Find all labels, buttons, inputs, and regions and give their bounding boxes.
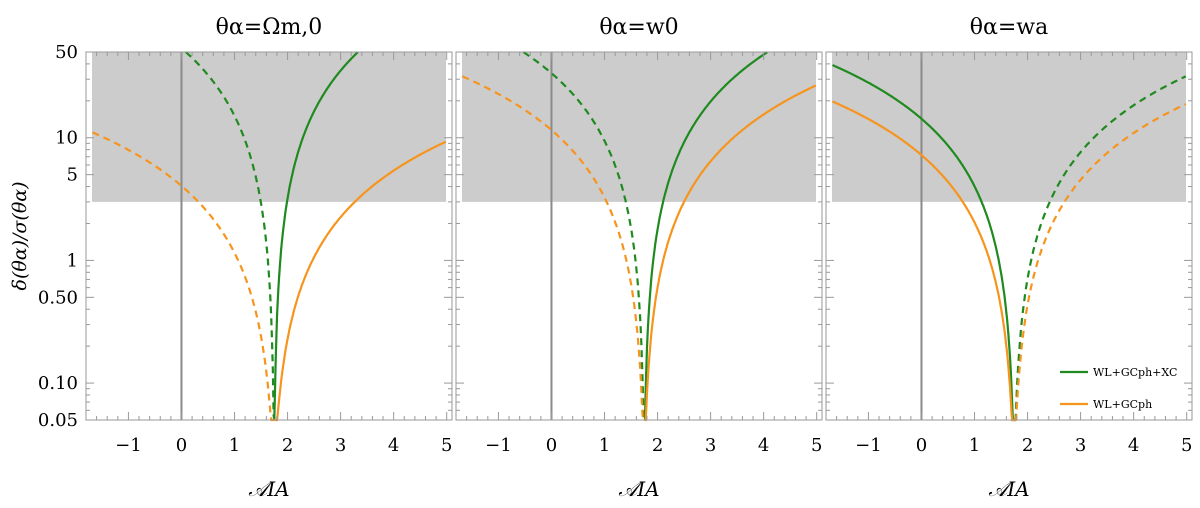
wl-gcph-xc-curve-right bbox=[1013, 75, 1187, 422]
y-tick-label: 1 bbox=[67, 250, 78, 271]
panel-title: θα=Ωm,0 bbox=[216, 15, 323, 40]
legend-label: WL+GCph bbox=[1093, 398, 1152, 411]
plot-frame bbox=[825, 51, 1193, 421]
shaded-region bbox=[462, 52, 816, 202]
plot-frame bbox=[455, 51, 823, 421]
x-axis-label: 𝒜IA bbox=[618, 477, 659, 501]
x-tick-label: 2 bbox=[652, 435, 663, 456]
x-tick-label: 5 bbox=[1181, 435, 1192, 456]
y-tick-label: 0.10 bbox=[38, 373, 78, 394]
y-tick-label: 50 bbox=[55, 42, 78, 63]
x-tick-label: 3 bbox=[705, 435, 716, 456]
legend: WL+GCph+XC WL+GCph bbox=[1060, 366, 1177, 411]
x-axis-label: 𝒜IA bbox=[248, 477, 289, 501]
wl-gcph-curve-right bbox=[1014, 103, 1187, 422]
x-tick-label: −1 bbox=[115, 435, 142, 456]
x-tick-label: 5 bbox=[441, 435, 452, 456]
y-tick-label: 0.50 bbox=[38, 287, 78, 308]
x-tick-label: 0 bbox=[916, 435, 927, 456]
x-tick-label: 5 bbox=[811, 435, 822, 456]
y-tick-label: 10 bbox=[55, 128, 78, 149]
x-tick-label: −1 bbox=[485, 435, 512, 456]
panel-2: −1 0 1 2 3 4 5 θα=w0 𝒜IA bbox=[455, 15, 823, 501]
wl-gcph-curve-right bbox=[644, 84, 817, 422]
y-axis-label: δ(θα)/σ(θα) bbox=[9, 182, 31, 291]
x-tick-label: 3 bbox=[1075, 435, 1086, 456]
panel-title: θα=w0 bbox=[599, 15, 678, 40]
wl-gcph-xc-curve-right bbox=[643, 51, 768, 421]
x-tick-label: 4 bbox=[758, 435, 769, 456]
x-tick-label: 1 bbox=[969, 435, 980, 456]
shaded-region bbox=[92, 52, 446, 202]
x-tick-label: −1 bbox=[855, 435, 882, 456]
shaded-region bbox=[832, 52, 1186, 202]
y-tick-label: 0.05 bbox=[38, 410, 78, 431]
wl-gcph-curve-right bbox=[274, 140, 447, 422]
x-tick-label: 0 bbox=[546, 435, 557, 456]
panel-title: θα=wa bbox=[970, 15, 1048, 40]
panel-3: −1 0 1 2 3 4 5 θα=wa 𝒜IA WL+GCph+XC WL+GCph bbox=[825, 15, 1193, 501]
plot-frame bbox=[85, 51, 453, 421]
x-tick-label: 4 bbox=[388, 435, 399, 456]
x-tick-label: 4 bbox=[1128, 435, 1139, 456]
x-tick-label: 3 bbox=[335, 435, 346, 456]
x-tick-label: 2 bbox=[1022, 435, 1033, 456]
x-tick-label: 0 bbox=[176, 435, 187, 456]
x-tick-label: 1 bbox=[229, 435, 240, 456]
panel-1: −1 0 1 2 3 4 5 0.05 0.10 0.50 1 5 10 50 θα=Ωm,0 𝒜IA bbox=[38, 15, 453, 501]
wl-gcph-xc-curve-right bbox=[273, 51, 359, 421]
x-tick-label: 2 bbox=[282, 435, 293, 456]
wl-gcph-xc-curve-left bbox=[522, 51, 645, 422]
legend-label: WL+GCph+XC bbox=[1093, 366, 1177, 379]
x-tick-label: 1 bbox=[599, 435, 610, 456]
wl-gcph-xc-curve-left bbox=[832, 64, 1015, 422]
x-axis-label: 𝒜IA bbox=[988, 477, 1029, 501]
wl-gcph-curve-left bbox=[832, 100, 1015, 422]
y-tick-label: 5 bbox=[67, 165, 78, 186]
